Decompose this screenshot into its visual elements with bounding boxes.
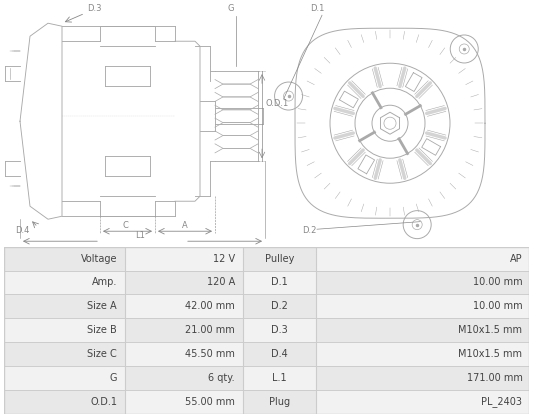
Text: 10.00 mm: 10.00 mm bbox=[473, 301, 522, 311]
Bar bbox=[243, 390, 316, 414]
Text: 6 qty.: 6 qty. bbox=[208, 373, 235, 383]
Text: Plug: Plug bbox=[269, 397, 290, 407]
Text: G: G bbox=[228, 4, 235, 13]
Text: G: G bbox=[109, 373, 117, 383]
Bar bbox=[316, 270, 529, 294]
Text: Size C: Size C bbox=[87, 349, 117, 359]
Text: M10x1.5 mm: M10x1.5 mm bbox=[458, 325, 522, 335]
Bar bbox=[125, 390, 243, 414]
Text: PL_2403: PL_2403 bbox=[481, 396, 522, 407]
Bar bbox=[4, 247, 125, 270]
Text: O.D.1: O.D.1 bbox=[90, 397, 117, 407]
Bar bbox=[4, 318, 125, 342]
Text: AP: AP bbox=[510, 254, 522, 264]
Bar bbox=[243, 318, 316, 342]
Bar bbox=[316, 318, 529, 342]
Text: O.D.1: O.D.1 bbox=[265, 99, 288, 108]
Text: 12 V: 12 V bbox=[213, 254, 235, 264]
Text: 10.00 mm: 10.00 mm bbox=[473, 278, 522, 288]
Bar bbox=[125, 270, 243, 294]
Bar bbox=[316, 294, 529, 318]
Text: 45.50 mm: 45.50 mm bbox=[185, 349, 235, 359]
Bar bbox=[316, 342, 529, 366]
Bar bbox=[4, 390, 125, 414]
Bar bbox=[4, 270, 125, 294]
Text: D.2: D.2 bbox=[302, 226, 317, 235]
Text: D.3: D.3 bbox=[271, 325, 288, 335]
Text: 42.00 mm: 42.00 mm bbox=[185, 301, 235, 311]
Bar bbox=[125, 366, 243, 390]
Text: 171.00 mm: 171.00 mm bbox=[466, 373, 522, 383]
Bar bbox=[4, 294, 125, 318]
Text: Size A: Size A bbox=[87, 301, 117, 311]
Bar bbox=[125, 247, 243, 270]
Text: M10x1.5 mm: M10x1.5 mm bbox=[458, 349, 522, 359]
Text: Pulley: Pulley bbox=[265, 254, 294, 264]
Text: 120 A: 120 A bbox=[207, 278, 235, 288]
Text: D.4: D.4 bbox=[15, 226, 29, 235]
Text: D.2: D.2 bbox=[271, 301, 288, 311]
Bar bbox=[316, 366, 529, 390]
Text: Voltage: Voltage bbox=[80, 254, 117, 264]
Bar bbox=[125, 294, 243, 318]
Bar bbox=[125, 318, 243, 342]
Text: Amp.: Amp. bbox=[92, 278, 117, 288]
Text: 21.00 mm: 21.00 mm bbox=[185, 325, 235, 335]
Bar bbox=[316, 390, 529, 414]
Bar bbox=[243, 294, 316, 318]
Bar bbox=[316, 247, 529, 270]
Text: C: C bbox=[122, 221, 128, 230]
Bar bbox=[4, 366, 125, 390]
Bar bbox=[125, 342, 243, 366]
Text: D.1: D.1 bbox=[310, 4, 325, 13]
Text: L.1: L.1 bbox=[272, 373, 287, 383]
Text: D.3: D.3 bbox=[87, 4, 101, 13]
Bar bbox=[4, 342, 125, 366]
Text: L1: L1 bbox=[135, 231, 145, 240]
Bar bbox=[243, 366, 316, 390]
Bar bbox=[243, 270, 316, 294]
Text: D.1: D.1 bbox=[271, 278, 288, 288]
Text: A: A bbox=[182, 221, 188, 230]
Text: 55.00 mm: 55.00 mm bbox=[185, 397, 235, 407]
Bar bbox=[243, 247, 316, 270]
Text: Size B: Size B bbox=[87, 325, 117, 335]
Bar bbox=[243, 342, 316, 366]
Text: D.4: D.4 bbox=[271, 349, 288, 359]
